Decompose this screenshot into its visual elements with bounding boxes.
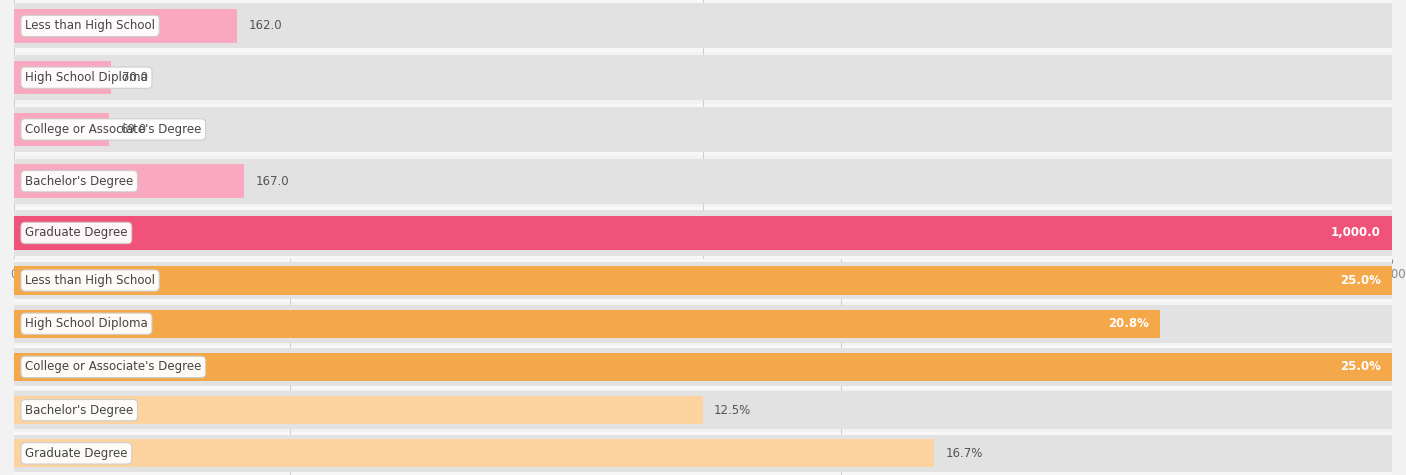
- Bar: [14, 345, 1392, 389]
- Bar: [14, 9, 238, 43]
- Bar: [14, 389, 1392, 432]
- Text: College or Associate's Degree: College or Associate's Degree: [25, 361, 201, 373]
- Bar: [14, 216, 1392, 250]
- Bar: [14, 107, 1392, 152]
- Bar: [14, 113, 110, 146]
- Bar: [14, 353, 1392, 381]
- Text: 12.5%: 12.5%: [714, 404, 751, 417]
- Bar: [14, 159, 1392, 204]
- Bar: [14, 61, 111, 95]
- Bar: [14, 3, 1392, 48]
- Text: 162.0: 162.0: [249, 19, 283, 32]
- Text: Bachelor's Degree: Bachelor's Degree: [25, 175, 134, 188]
- Text: 1,000.0: 1,000.0: [1331, 227, 1381, 239]
- Bar: [14, 435, 1392, 472]
- Bar: [14, 348, 1392, 386]
- Bar: [14, 52, 1392, 104]
- Bar: [14, 266, 1392, 294]
- Text: Less than High School: Less than High School: [25, 274, 155, 287]
- Bar: [14, 305, 1392, 342]
- Text: 16.7%: 16.7%: [945, 447, 983, 460]
- Text: 70.0: 70.0: [121, 71, 148, 84]
- Bar: [14, 432, 1392, 475]
- Bar: [14, 396, 703, 424]
- Text: Less than High School: Less than High School: [25, 19, 155, 32]
- Bar: [14, 310, 1160, 338]
- Bar: [14, 164, 245, 198]
- Bar: [14, 302, 1392, 345]
- Bar: [14, 391, 1392, 429]
- Bar: [14, 207, 1392, 259]
- Bar: [14, 0, 1392, 52]
- Bar: [14, 210, 1392, 256]
- Text: Graduate Degree: Graduate Degree: [25, 227, 128, 239]
- Text: Bachelor's Degree: Bachelor's Degree: [25, 404, 134, 417]
- Bar: [14, 262, 1392, 299]
- Text: 20.8%: 20.8%: [1108, 317, 1150, 330]
- Text: 167.0: 167.0: [256, 175, 288, 188]
- Text: 25.0%: 25.0%: [1340, 274, 1381, 287]
- Bar: [14, 155, 1392, 207]
- Bar: [14, 104, 1392, 155]
- Text: 69.0: 69.0: [120, 123, 146, 136]
- Text: Graduate Degree: Graduate Degree: [25, 447, 128, 460]
- Bar: [14, 55, 1392, 100]
- Text: 25.0%: 25.0%: [1340, 361, 1381, 373]
- Bar: [14, 439, 935, 467]
- Text: High School Diploma: High School Diploma: [25, 71, 148, 84]
- Text: High School Diploma: High School Diploma: [25, 317, 148, 330]
- Bar: [14, 259, 1392, 302]
- Text: College or Associate's Degree: College or Associate's Degree: [25, 123, 201, 136]
